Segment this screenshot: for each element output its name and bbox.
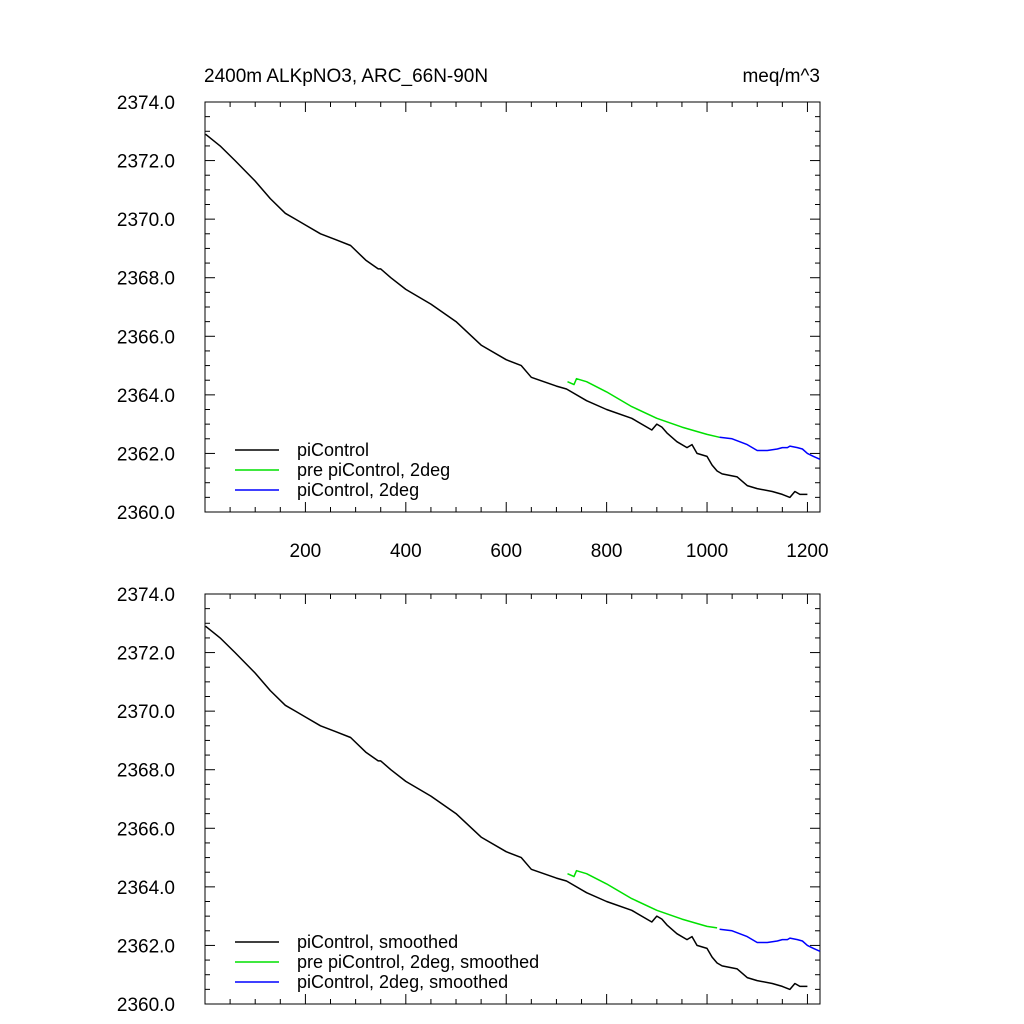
y-tick-label: 2366.0 [117,819,175,840]
legend-label-2: piControl, 2deg [297,480,419,500]
y-tick-label: 2362.0 [117,936,175,957]
series-line-0 [205,625,808,991]
x-tick-label: 1000 [686,541,728,562]
y-tick-label: 2368.0 [117,269,175,290]
y-tick-label: 2374.0 [117,93,175,114]
series-line-2 [719,436,821,460]
series-line-1 [567,377,720,439]
series-line-2 [719,928,821,952]
y-tick-label: 2360.0 [117,995,175,1016]
y-tick-label: 2370.0 [117,702,175,723]
series-line-1 [567,869,718,929]
legend-label-1: pre piControl, 2deg [297,460,450,480]
legend-label-0: piControl, smoothed [297,932,458,952]
top-panel: 2400m ALKpNO3, ARC_66N-90N meq/m^3 2360.… [117,66,829,562]
legend-label-2: piControl, 2deg, smoothed [297,972,508,992]
y-tick-label: 2360.0 [117,503,175,524]
y-tick-label: 2364.0 [117,878,175,899]
y-tick-label: 2362.0 [117,444,175,465]
x-tick-label: 1200 [786,541,828,562]
legend-label-1: pre piControl, 2deg, smoothed [297,952,539,972]
y-tick-label: 2368.0 [117,761,175,782]
y-tick-label: 2370.0 [117,210,175,231]
series-line-0 [205,133,808,499]
y-tick-label: 2364.0 [117,386,175,407]
x-tick-label: 800 [591,541,623,562]
chart-title: 2400m ALKpNO3, ARC_66N-90N [204,66,488,87]
y-tick-label: 2374.0 [117,585,175,606]
units-label: meq/m^3 [742,66,820,87]
bottom-panel: 2360.0 2362.0 2364.0 2366.0 2368.0 2370.0 2372… [117,585,821,1016]
x-tick-label: 600 [490,541,522,562]
legend-label-0: piControl [297,440,369,460]
x-tick-label: 400 [390,541,422,562]
x-tick-label: 200 [290,541,322,562]
y-tick-label: 2372.0 [117,644,175,665]
y-tick-label: 2366.0 [117,327,175,348]
y-tick-label: 2372.0 [117,152,175,173]
